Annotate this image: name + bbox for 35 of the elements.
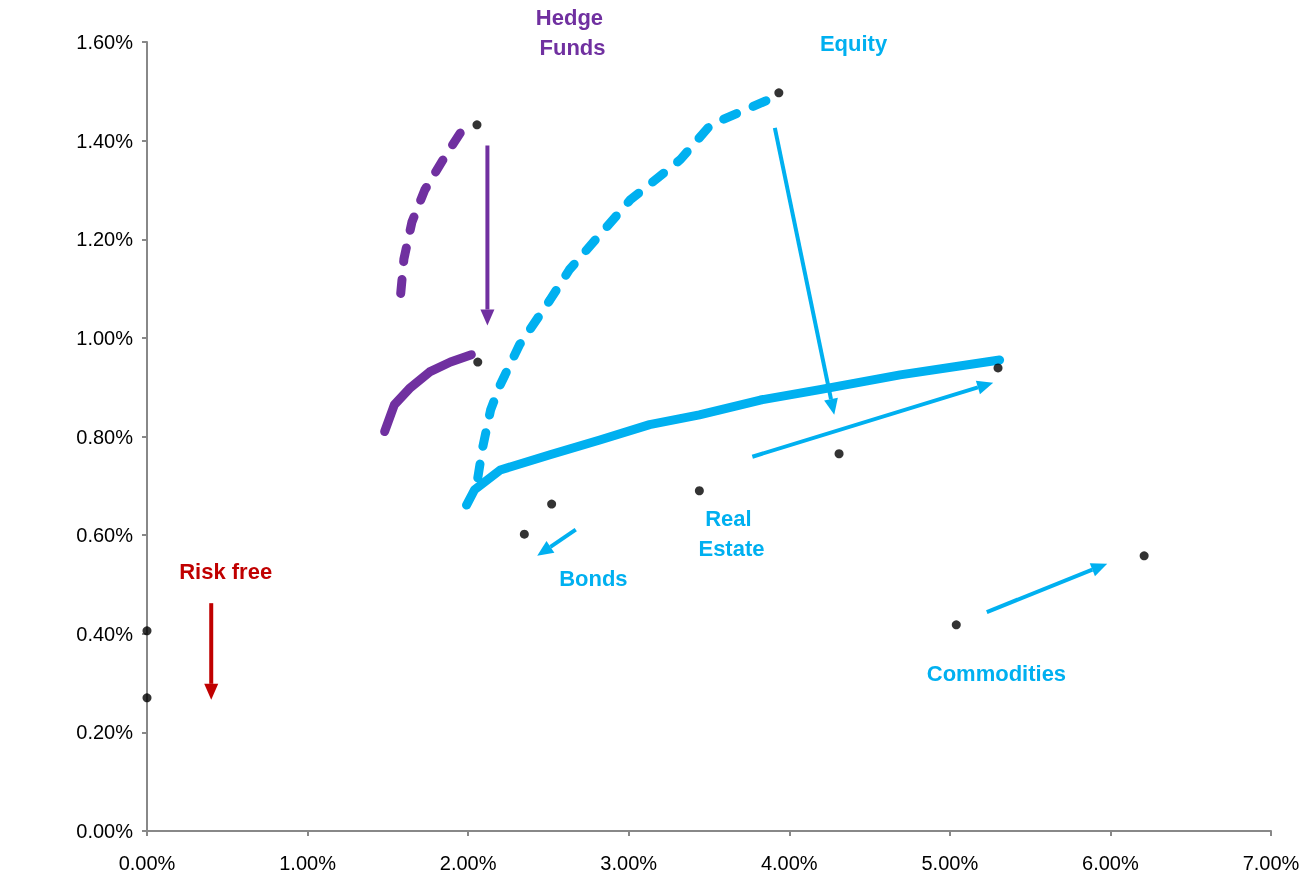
y-tick-label: 0.60%	[76, 524, 134, 547]
y-tick-label: 0.00%	[76, 820, 134, 842]
x-tick-label: 7.00%	[1242, 852, 1300, 874]
x-tick-label: 0.00%	[118, 852, 176, 874]
x-tick-label: 4.00%	[760, 852, 818, 874]
point	[993, 363, 1003, 373]
y-tick-label: 1.20%	[76, 228, 134, 251]
annotation: Risk free	[179, 558, 273, 584]
annotation: Equity	[819, 31, 888, 57]
annotation: Commodities	[926, 660, 1067, 686]
annotation: Bonds	[559, 565, 628, 591]
y-tick-label: 1.40%	[76, 129, 134, 152]
point	[142, 693, 152, 703]
point	[519, 529, 529, 539]
x-tick-label: 5.00%	[921, 852, 979, 874]
y-tick-label: 0.80%	[76, 425, 134, 448]
y-tick-label: 1.60%	[76, 31, 134, 53]
x-tick-label: 6.00%	[1082, 852, 1139, 874]
y-tick-label: 0.20%	[76, 721, 134, 744]
point	[774, 88, 784, 98]
point	[834, 449, 844, 459]
point	[547, 499, 557, 509]
point	[694, 486, 704, 496]
point	[472, 120, 482, 130]
annotation: Hedge Funds	[535, 4, 610, 60]
y-tick-label: 0.40%	[76, 622, 134, 645]
point	[473, 357, 483, 367]
x-tick-label: 3.00%	[600, 852, 658, 874]
annotation: Real Estate	[698, 505, 765, 561]
point	[1139, 551, 1149, 561]
x-tick-label: 1.00%	[279, 852, 337, 874]
y-tick-label: 1.00%	[76, 326, 134, 349]
point	[142, 626, 152, 636]
point	[951, 620, 961, 630]
x-tick-label: 2.00%	[439, 852, 497, 874]
